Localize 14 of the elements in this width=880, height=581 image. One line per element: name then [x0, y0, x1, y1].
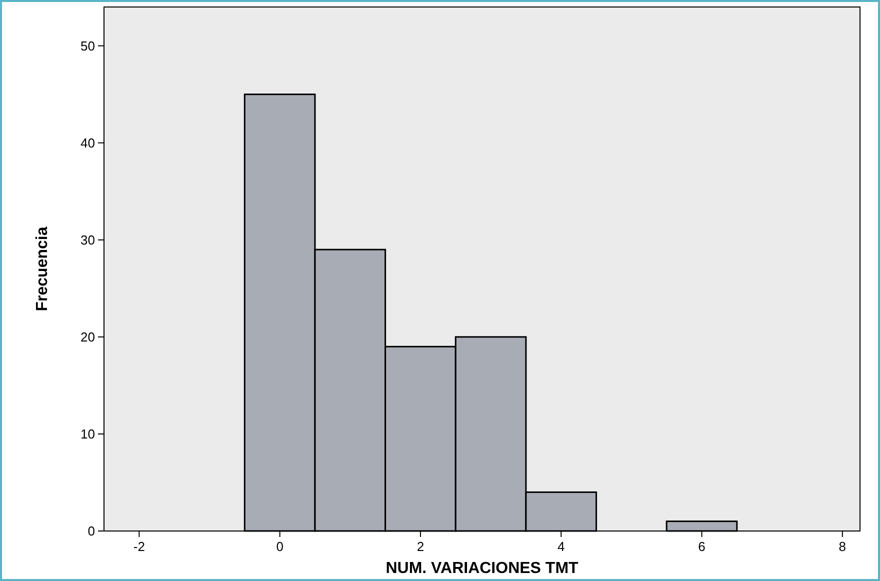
y-tick-label: 30 — [80, 232, 95, 248]
x-axis-title: NUM. VARIACIONES TMT — [386, 560, 579, 577]
y-tick-label: 10 — [80, 426, 95, 442]
y-tick-label: 0 — [88, 524, 95, 539]
y-tick-label: 20 — [80, 329, 95, 344]
y-tick-label: 50 — [80, 38, 95, 54]
x-tick-label: 0 — [276, 539, 284, 554]
x-tick-label: -2 — [133, 539, 145, 554]
x-tick-label: 6 — [698, 539, 706, 554]
x-tick-label: 8 — [838, 539, 846, 554]
x-tick-label: 2 — [416, 539, 424, 554]
y-tick-label: 40 — [80, 135, 95, 150]
x-tick-label: 4 — [558, 539, 565, 554]
y-axis-title: Frecuencia — [34, 226, 51, 312]
